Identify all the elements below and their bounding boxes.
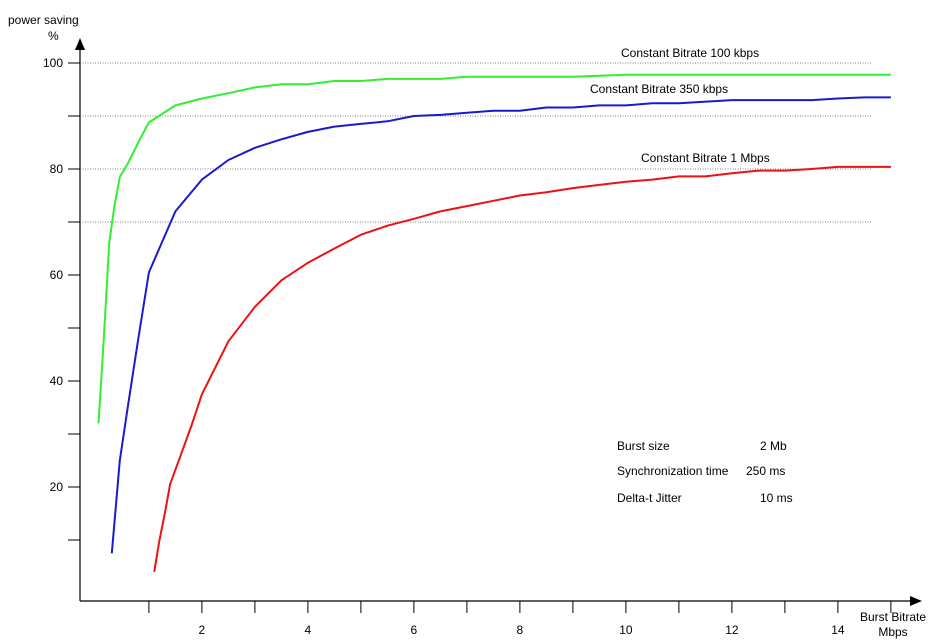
sync-time-label: Synchronization time bbox=[617, 464, 729, 478]
x-tick-label: 12 bbox=[725, 623, 739, 637]
series-line-1 bbox=[110, 96, 891, 554]
x-axis-arrow-icon bbox=[910, 596, 922, 606]
series-label-1mbps: Constant Bitrate 1 Mbps bbox=[641, 151, 770, 165]
jitter-value: 10 ms bbox=[760, 491, 793, 505]
x-tick-label: 10 bbox=[619, 623, 633, 637]
series-label-350kbps: Constant Bitrate 350 kbps bbox=[590, 82, 728, 96]
y-tick-label: 60 bbox=[50, 268, 64, 282]
sync-time-value: 250 ms bbox=[746, 464, 785, 478]
series-line-2 bbox=[153, 165, 891, 572]
y-axis-arrow-icon bbox=[75, 38, 85, 50]
x-axis-unit: Mbps bbox=[878, 625, 907, 639]
y-tick-label: 100 bbox=[43, 56, 63, 70]
y-tick-label: 80 bbox=[50, 162, 64, 176]
y-tick-label: 20 bbox=[50, 480, 64, 494]
x-axis-label: Burst Bitrate bbox=[860, 610, 926, 624]
series-label-100kbps: Constant Bitrate 100 kbps bbox=[621, 46, 759, 60]
x-tick-label: 8 bbox=[517, 623, 524, 637]
ticks-layer: 20 40 60 80 100 2 4 6 8 10 12 14 bbox=[43, 56, 892, 637]
x-tick-label: 14 bbox=[831, 623, 845, 637]
y-axis-label: power saving bbox=[8, 13, 79, 27]
x-tick-label: 6 bbox=[411, 623, 418, 637]
jitter-label: Delta-t Jitter bbox=[617, 491, 682, 505]
grid-layer bbox=[80, 62, 872, 223]
y-tick-label: 40 bbox=[50, 374, 64, 388]
burst-size-value: 2 Mb bbox=[760, 439, 787, 453]
series-line-0 bbox=[97, 73, 891, 424]
burst-size-label: Burst size bbox=[617, 439, 670, 453]
x-tick-label: 4 bbox=[305, 623, 312, 637]
x-tick-label: 2 bbox=[199, 623, 206, 637]
series-layer bbox=[97, 73, 891, 572]
y-axis-unit: % bbox=[48, 29, 59, 43]
